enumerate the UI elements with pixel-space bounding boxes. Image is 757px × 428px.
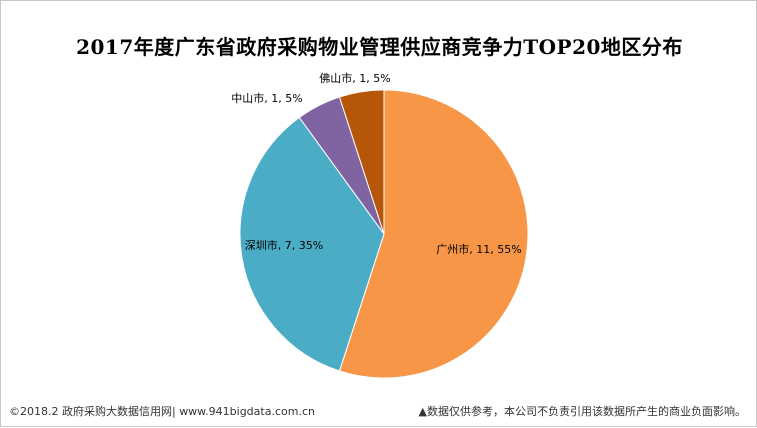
slice-label-3: 中山市, 1, 5% [231,91,302,105]
pie-slice-4 [338,89,385,235]
slice-label-2: 深圳市, 7, 35% [245,238,323,252]
source-credit: ©2018.2 政府采购大数据信用网| www.941bigdata.com.c… [9,405,315,418]
pie-slice-2 [239,116,385,372]
pie-slices [239,89,529,379]
slice-label-4: 佛山市, 1, 5% [319,71,390,85]
disclaimer-text: ▲数据仅供参考，本公司不负责引用该数据所产生的商业负面影响。 [418,405,746,418]
chart-title: 2017年度广东省政府采购物业管理供应商竞争力TOP20地区分布 [76,35,683,59]
pie-slice-1 [338,89,529,379]
pie-labels: 广州市, 11, 55% 深圳市, 7, 35% 中山市, 1, 5% 佛山市, 1,… [231,71,521,256]
slice-label-1: 广州市, 11, 55% [436,242,521,256]
